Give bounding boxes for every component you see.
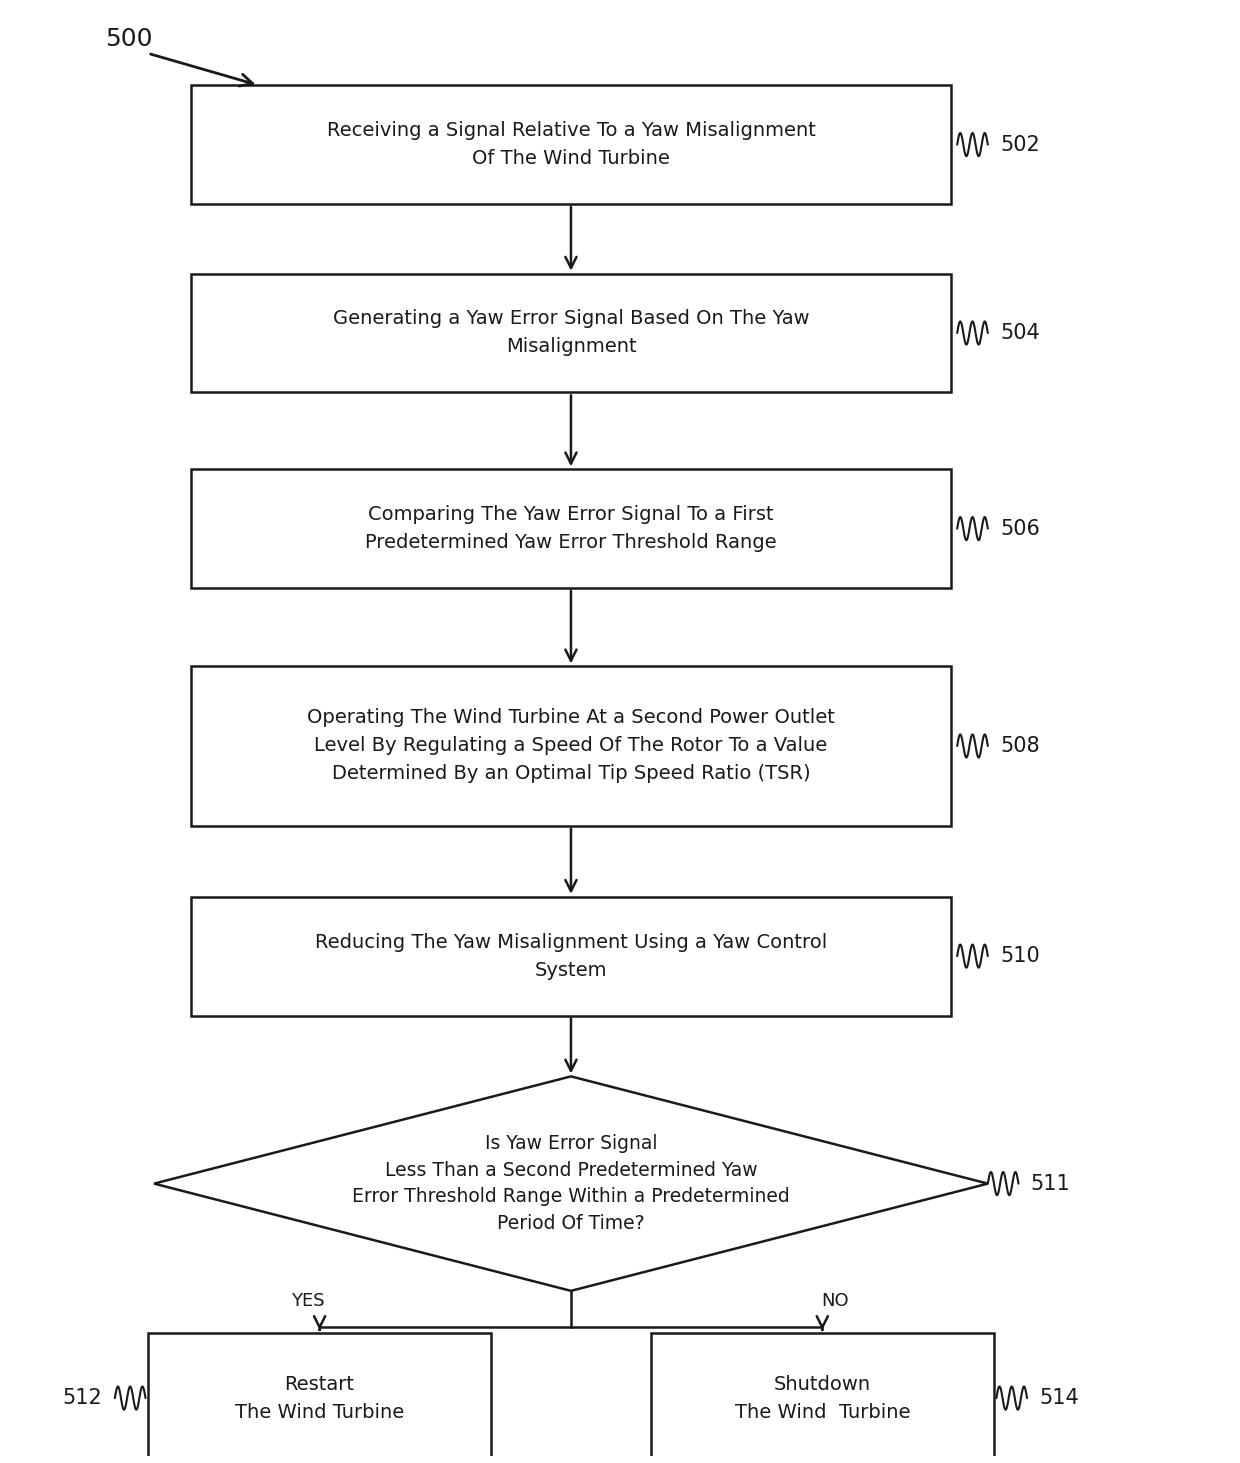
Bar (191, 666, 951, 825)
Bar (191, 470, 951, 588)
Text: YES: YES (290, 1292, 324, 1309)
Text: NO: NO (821, 1292, 848, 1309)
Text: 511: 511 (1030, 1173, 1070, 1194)
Bar (651, 1333, 994, 1463)
Bar (191, 85, 951, 203)
Text: Shutdown
The Wind  Turbine: Shutdown The Wind Turbine (734, 1375, 910, 1422)
Text: Generating a Yaw Error Signal Based On The Yaw
Misalignment: Generating a Yaw Error Signal Based On T… (332, 310, 810, 357)
Text: 502: 502 (1001, 135, 1040, 155)
Text: Receiving a Signal Relative To a Yaw Misalignment
Of The Wind Turbine: Receiving a Signal Relative To a Yaw Mis… (326, 121, 816, 168)
Text: 500: 500 (105, 26, 153, 51)
Text: 514: 514 (1039, 1388, 1079, 1407)
Bar (191, 274, 951, 392)
Text: Reducing The Yaw Misalignment Using a Yaw Control
System: Reducing The Yaw Misalignment Using a Ya… (315, 932, 827, 980)
Polygon shape (154, 1077, 988, 1290)
Text: 504: 504 (1001, 323, 1040, 342)
Bar (191, 897, 951, 1015)
Text: Is Yaw Error Signal
Less Than a Second Predetermined Yaw
Error Threshold Range W: Is Yaw Error Signal Less Than a Second P… (352, 1134, 790, 1233)
Text: 508: 508 (1001, 736, 1039, 756)
Bar (148, 1333, 491, 1463)
Text: 506: 506 (1001, 518, 1040, 538)
Text: Restart
The Wind Turbine: Restart The Wind Turbine (234, 1375, 404, 1422)
Text: 512: 512 (63, 1388, 103, 1407)
Text: 510: 510 (1001, 947, 1040, 966)
Text: Comparing The Yaw Error Signal To a First
Predetermined Yaw Error Threshold Rang: Comparing The Yaw Error Signal To a Firs… (365, 505, 776, 552)
Text: Operating The Wind Turbine At a Second Power Outlet
Level By Regulating a Speed : Operating The Wind Turbine At a Second P… (308, 708, 835, 784)
